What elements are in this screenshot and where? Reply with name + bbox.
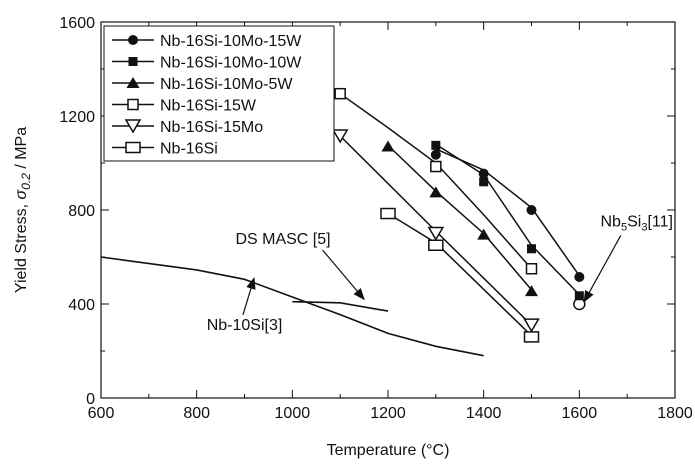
data-point-nb-16si-15mo bbox=[427, 226, 445, 241]
legend-label: Nb-16Si-15W bbox=[160, 98, 257, 115]
annotation-arrow bbox=[322, 249, 365, 301]
y-axis-title-symbol: σ bbox=[13, 188, 30, 199]
data-point-nb-16si-10mo-15w bbox=[430, 149, 441, 160]
legend-item-nb-16si-10mo-10w: Nb-16Si-10Mo-10W bbox=[112, 55, 302, 72]
x-tick-label: 1200 bbox=[370, 405, 406, 422]
data-point-nb-16si-10mo-5w bbox=[525, 285, 538, 297]
legend-item-nb-16si-10mo-15w: Nb-16Si-10Mo-15W bbox=[112, 33, 302, 50]
data-point-nb-16si-10mo-5w bbox=[381, 140, 395, 152]
y-axis-title-prefix: Yield Stress, bbox=[13, 199, 30, 293]
legend-marker bbox=[127, 98, 139, 111]
data-point-nb-16si-10mo-10w bbox=[527, 244, 536, 254]
series-line-nb-16si-10mo-5w bbox=[387, 144, 533, 291]
data-point-nb-16si-10mo-5w bbox=[477, 228, 491, 240]
data-point-nb-16si-10mo-10w bbox=[574, 291, 584, 301]
data-point-nb-16si-15mo bbox=[331, 129, 349, 144]
x-axis-title: Temperature (°C) bbox=[327, 442, 450, 459]
data-point-nb-16si-10mo-5w bbox=[429, 186, 443, 198]
series-line-nb-16si bbox=[387, 212, 533, 337]
legend-box bbox=[103, 25, 335, 162]
nb5si3-base: Nb bbox=[601, 213, 622, 230]
data-point-nb-16si bbox=[428, 239, 444, 251]
y-tick-label: 0 bbox=[86, 391, 95, 408]
annotation-arrow bbox=[242, 277, 256, 316]
legend-marker bbox=[126, 77, 140, 88]
reference-curve-nb-10si-3 bbox=[100, 256, 484, 357]
reference-curve-ds-masc-5 bbox=[292, 300, 389, 312]
series-nb-16si-15mo bbox=[331, 129, 540, 333]
legend-label: Nb-16Si-15Mo bbox=[160, 119, 263, 136]
legend-marker bbox=[128, 35, 138, 45]
data-point-nb-16si-10mo-15w bbox=[478, 168, 489, 179]
series-line-nb-16si-10mo-10w bbox=[435, 143, 580, 296]
legend-label: Nb-16Si-10Mo-5W bbox=[160, 76, 293, 93]
data-point-nb-16si bbox=[380, 207, 396, 220]
y-tick-label: 800 bbox=[68, 203, 95, 220]
y-tick-label: 1200 bbox=[59, 109, 95, 126]
nb5si3-sub2: 3 bbox=[641, 221, 647, 233]
legend-item-nb-16si: Nb-16Si bbox=[112, 141, 218, 158]
data-point-nb-16si-10mo-15w bbox=[526, 205, 537, 215]
data-point-nb-16si-10mo-15w bbox=[574, 271, 585, 282]
data-point-nb-16si-15w bbox=[334, 87, 346, 100]
x-tick-label: 1000 bbox=[275, 405, 311, 422]
x-tick-label: 1400 bbox=[466, 405, 502, 422]
x-tick-label: 800 bbox=[183, 405, 210, 422]
y-axis-title: Yield Stress, σ0.2 / MPa bbox=[13, 127, 33, 293]
axis-ticks: 600 800 1000 1200 1400 1600 1800 0 400 800 1200 160… bbox=[59, 15, 692, 422]
annotation-ds-masc: DS MASC [5] bbox=[235, 231, 330, 248]
data-point-nb-16si-10mo-10w bbox=[431, 140, 441, 150]
data-point-nb-16si-15w bbox=[430, 160, 442, 173]
nb5si3-mid: Si bbox=[627, 213, 641, 230]
annotations: DS MASC [5] Nb-10Si[3] Nb5Si3[11] bbox=[207, 213, 673, 333]
legend-label: Nb-16Si bbox=[160, 141, 218, 158]
legend-marker bbox=[124, 119, 142, 134]
y-tick-label: 400 bbox=[68, 297, 95, 314]
series-line-nb-16si-10mo-15w bbox=[435, 148, 580, 277]
y-axis-title-suffix: / MPa bbox=[13, 127, 30, 173]
legend-item-nb-16si-15w: Nb-16Si-15W bbox=[112, 98, 257, 115]
nb5si3-suffix: [11] bbox=[647, 213, 673, 230]
x-tick-label: 600 bbox=[88, 405, 115, 422]
data-point-nb-16si-15mo bbox=[523, 318, 540, 333]
legend-label: Nb-16Si-10Mo-10W bbox=[160, 55, 302, 72]
legend-item-nb-16si-10mo-5w: Nb-16Si-10Mo-5W bbox=[112, 76, 293, 93]
series-nb-16si-10mo-10w bbox=[431, 140, 584, 301]
series-nb-16si bbox=[380, 207, 540, 343]
legend-marker bbox=[125, 141, 141, 154]
legend: Nb-16Si-10Mo-15W Nb-16Si-10Mo-10W Nb-16Si-… bbox=[103, 25, 335, 162]
plot-marks bbox=[100, 87, 586, 357]
x-tick-label: 1800 bbox=[657, 405, 693, 422]
data-point-nb-16si-10mo-10w bbox=[479, 177, 489, 187]
legend-label: Nb-16Si-10Mo-15W bbox=[160, 33, 302, 50]
x-tick-label: 1600 bbox=[562, 405, 598, 422]
data-point-nb-16si-15w bbox=[525, 263, 538, 275]
annotation-arrow bbox=[583, 235, 622, 303]
annotation-nb-10si: Nb-10Si[3] bbox=[207, 317, 283, 334]
series-nb-16si-10mo-5w bbox=[381, 140, 538, 297]
y-tick-label: 1600 bbox=[59, 15, 95, 32]
legend-item-nb-16si-15mo: Nb-16Si-15Mo bbox=[112, 119, 263, 136]
annotation-nb5si3: Nb5Si3[11] bbox=[601, 213, 673, 233]
series-nb-16si-15w bbox=[334, 87, 538, 275]
legend-marker bbox=[128, 57, 138, 66]
y-axis-title-subscript: 0.2 bbox=[19, 173, 33, 190]
data-point-nb-16si bbox=[523, 331, 540, 343]
nb5si3-sub1: 5 bbox=[621, 221, 627, 233]
